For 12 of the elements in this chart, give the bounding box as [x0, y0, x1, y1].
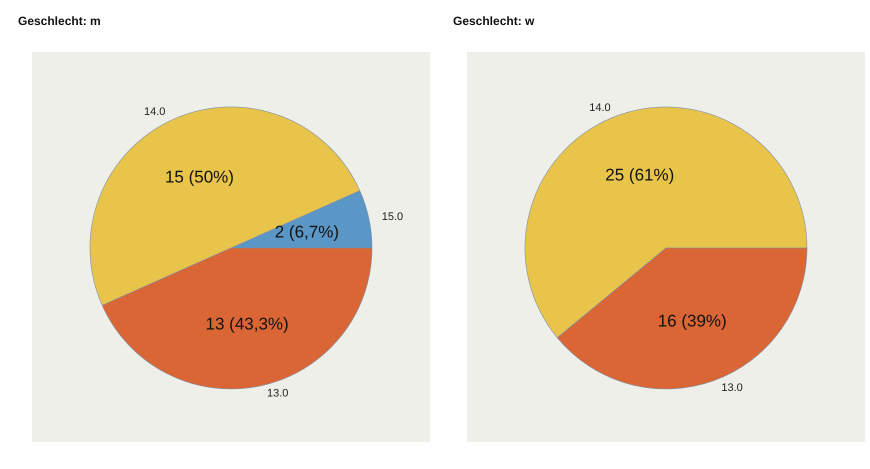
chart-title: Geschlecht: w — [453, 14, 534, 28]
data-label: 25 (61%) — [605, 166, 674, 185]
slice-label: 14.0 — [589, 102, 611, 114]
data-label: 15 (50%) — [164, 168, 234, 187]
data-label: 13 (43,3%) — [206, 314, 289, 334]
slice-label: 15.0 — [382, 211, 404, 224]
data-label: 16 (39%) — [658, 311, 727, 330]
slice-label: 13.0 — [721, 382, 743, 394]
slice-label: 14.0 — [144, 106, 166, 118]
data-label: 2 (6,7%) — [274, 222, 339, 242]
chart-title: Geschlecht: m — [18, 14, 101, 28]
slice-label: 13.0 — [266, 388, 288, 400]
